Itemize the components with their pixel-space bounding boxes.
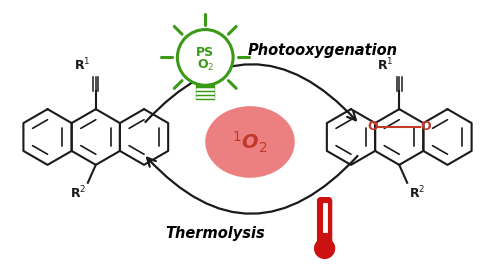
Circle shape [314,239,334,258]
Text: R$^2$: R$^2$ [70,184,86,201]
Text: O$_2$: O$_2$ [196,58,214,73]
Text: O: O [420,120,430,133]
Text: R$^2$: R$^2$ [409,184,426,201]
Circle shape [178,30,233,85]
Bar [196,85,214,99]
Text: PS: PS [196,46,214,59]
Ellipse shape [205,106,295,178]
FancyBboxPatch shape [318,198,332,249]
Text: R$^1$: R$^1$ [377,57,394,74]
Text: Thermolysis: Thermolysis [166,226,265,241]
Text: O: O [368,120,378,133]
Text: Photooxygenation: Photooxygenation [248,43,398,58]
Text: R$^1$: R$^1$ [74,57,90,74]
Text: $^1$O$_2$: $^1$O$_2$ [232,129,268,154]
